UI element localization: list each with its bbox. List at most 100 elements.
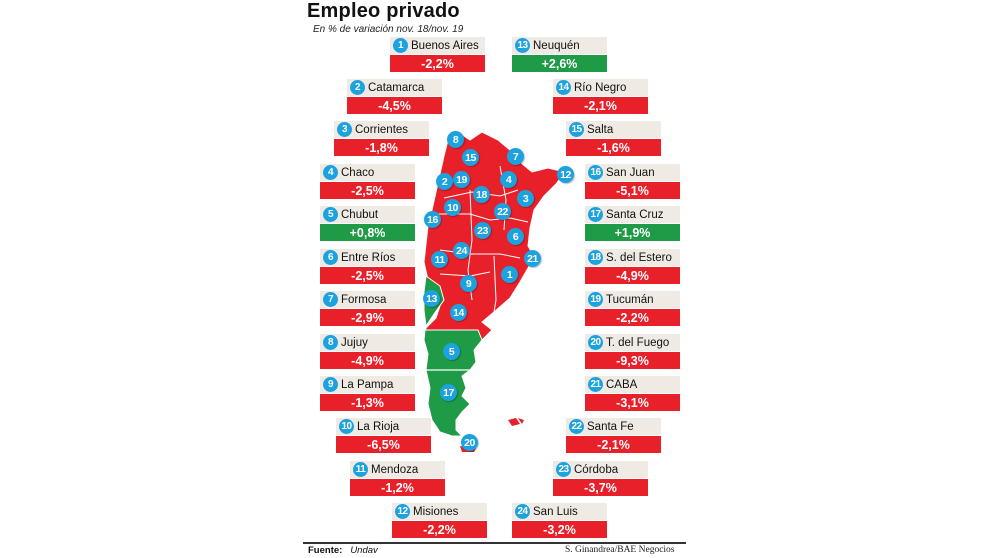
province-name: Catamarca — [368, 81, 425, 94]
province-number-badge: 2 — [350, 80, 365, 95]
province-entry: 17 Santa Cruz +1,9% — [585, 206, 680, 241]
province-name: T. del Fuego — [606, 336, 670, 349]
province-name: Santa Fe — [587, 420, 634, 433]
province-number-badge: 13 — [515, 38, 530, 53]
province-number-badge: 5 — [323, 207, 338, 222]
province-value-bar: -1,8% — [334, 139, 429, 156]
map-number-badge: 16 — [424, 211, 441, 228]
province-number-badge: 6 — [323, 250, 338, 265]
province-number-badge: 10 — [339, 419, 354, 434]
map-region-red — [423, 131, 566, 349]
province-number-badge: 14 — [556, 80, 571, 95]
province-value-bar: -1,3% — [320, 394, 415, 411]
map-number-badge: 20 — [461, 434, 478, 451]
province-number-badge: 23 — [556, 462, 571, 477]
map-number-badge: 4 — [500, 171, 517, 188]
map-region-malvinas — [508, 418, 524, 426]
province-name: Misiones — [413, 505, 459, 518]
map-number-badge: 14 — [450, 304, 467, 321]
province-entry: 22 Santa Fe -2,1% — [566, 418, 661, 453]
province-number-badge: 15 — [569, 122, 584, 137]
province-entry: 1 Buenos Aires -2,2% — [390, 37, 485, 72]
province-label-row: 14 Río Negro — [553, 79, 648, 96]
map-number-badge: 6 — [507, 228, 524, 245]
province-entry: 6 Entre Ríos -2,5% — [320, 249, 415, 284]
province-entry: 7 Formosa -2,9% — [320, 291, 415, 326]
province-label-row: 3 Corrientes — [334, 121, 429, 138]
province-value-bar: +0,8% — [320, 224, 415, 241]
province-number-badge: 9 — [323, 377, 338, 392]
map-number-badge: 7 — [507, 148, 524, 165]
footer-divider — [303, 542, 686, 544]
province-number-badge: 17 — [588, 207, 603, 222]
map-number-badge: 12 — [557, 166, 574, 183]
province-value-bar: -6,5% — [336, 436, 431, 453]
source-line: Fuente: Undav — [308, 545, 378, 556]
province-name: La Pampa — [341, 378, 394, 391]
credit: S. Ginandrea/BAE Negocios — [565, 545, 675, 555]
province-value-bar: -3,2% — [512, 521, 607, 538]
province-label-row: 1 Buenos Aires — [390, 37, 485, 54]
province-value-bar: -2,5% — [320, 267, 415, 284]
province-name: La Rioja — [357, 420, 400, 433]
province-entry: 24 San Luis -3,2% — [512, 503, 607, 538]
province-name: Corrientes — [355, 123, 409, 136]
province-number-badge: 24 — [515, 504, 530, 519]
province-entry: 16 San Juan -5,1% — [585, 164, 680, 199]
province-name: Mendoza — [371, 463, 419, 476]
province-name: Neuquén — [533, 39, 580, 52]
province-name: Córdoba — [574, 463, 619, 476]
map-number-badge: 11 — [431, 251, 448, 268]
province-entry: 15 Salta -1,6% — [566, 121, 661, 156]
province-value-bar: -2,2% — [392, 521, 487, 538]
province-label-row: 12 Misiones — [392, 503, 487, 520]
province-label-row: 11 Mendoza — [350, 461, 445, 478]
province-value-bar: -2,2% — [390, 55, 485, 72]
province-name: Río Negro — [574, 81, 627, 94]
map-number-badge: 24 — [453, 242, 470, 259]
province-entry: 5 Chubut +0,8% — [320, 206, 415, 241]
province-value-bar: -9,3% — [585, 352, 680, 369]
province-value-bar: -2,9% — [320, 309, 415, 326]
province-label-row: 15 Salta — [566, 121, 661, 138]
map-number-badge: 17 — [440, 384, 457, 401]
province-name: CABA — [606, 378, 638, 391]
province-entry: 12 Misiones -2,2% — [392, 503, 487, 538]
province-number-badge: 3 — [337, 122, 352, 137]
province-number-badge: 1 — [393, 38, 408, 53]
map-number-badge: 3 — [517, 190, 534, 207]
province-number-badge: 11 — [353, 462, 368, 477]
map-number-badge: 13 — [423, 290, 440, 307]
map-number-badge: 9 — [460, 275, 477, 292]
province-label-row: 13 Neuquén — [512, 37, 607, 54]
province-entry: 9 La Pampa -1,3% — [320, 376, 415, 411]
map-number-badge: 15 — [462, 149, 479, 166]
province-entry: 21 CABA -3,1% — [585, 376, 680, 411]
province-name: San Juan — [606, 166, 655, 179]
province-name: S. del Estero — [606, 251, 672, 264]
province-number-badge: 19 — [588, 292, 603, 307]
map-number-badge: 1 — [501, 266, 518, 283]
province-label-row: 18 S. del Estero — [585, 249, 680, 266]
province-label-row: 8 Jujuy — [320, 334, 415, 351]
province-entry: 3 Corrientes -1,8% — [334, 121, 429, 156]
map-number-badge: 5 — [443, 343, 460, 360]
map-number-badge: 2 — [436, 173, 453, 190]
province-number-badge: 20 — [588, 335, 603, 350]
province-value-bar: -2,2% — [585, 309, 680, 326]
province-entry: 14 Río Negro -2,1% — [553, 79, 648, 114]
province-label-row: 6 Entre Ríos — [320, 249, 415, 266]
province-value-bar: -2,1% — [553, 97, 648, 114]
province-label-row: 4 Chaco — [320, 164, 415, 181]
province-number-badge: 22 — [569, 419, 584, 434]
province-entry: 23 Córdoba -3,7% — [553, 461, 648, 496]
province-value-bar: -1,6% — [566, 139, 661, 156]
province-value-bar: -1,2% — [350, 479, 445, 496]
province-name: Salta — [587, 123, 614, 136]
province-label-row: 5 Chubut — [320, 206, 415, 223]
province-name: Formosa — [341, 293, 387, 306]
province-label-row: 23 Córdoba — [553, 461, 648, 478]
province-value-bar: -5,1% — [585, 182, 680, 199]
map-number-badge: 23 — [474, 222, 491, 239]
